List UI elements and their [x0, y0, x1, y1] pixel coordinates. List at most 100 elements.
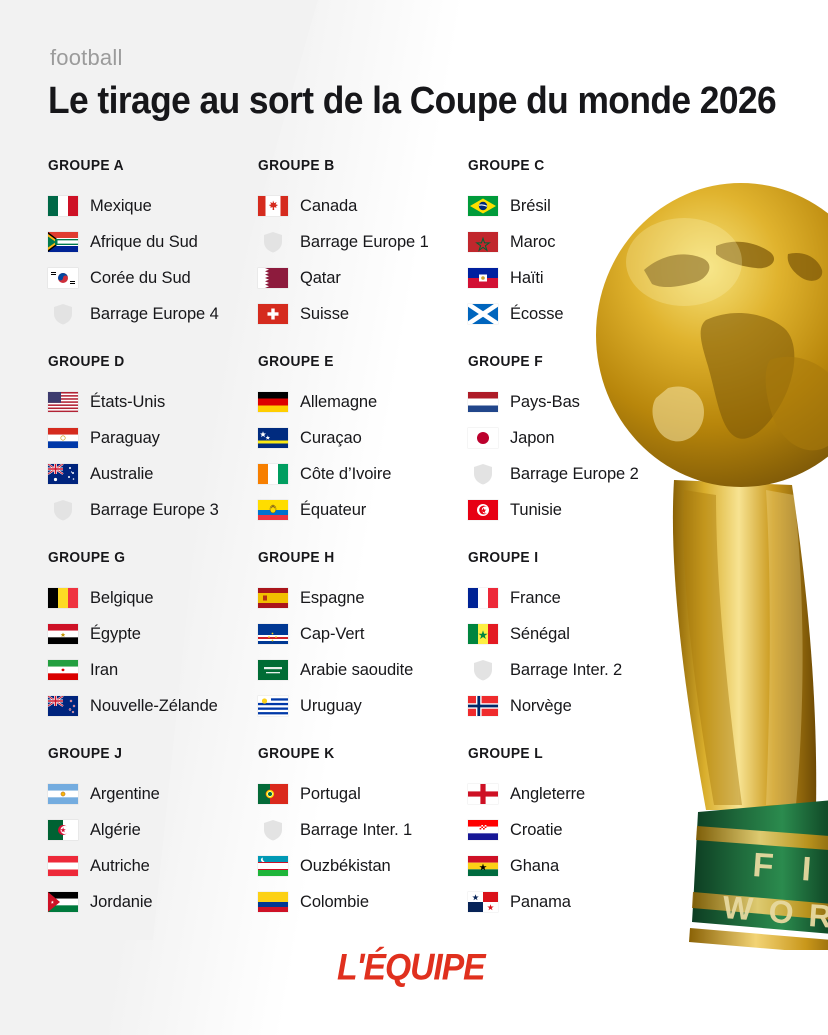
team-name: Barrage Europe 3 — [90, 500, 219, 519]
team-name: Ghana — [510, 856, 560, 875]
norway-flag — [468, 696, 498, 717]
group-title: GROUPE F — [468, 354, 543, 370]
group-block: GROUPE I France Sénégal Barrage Inter. 2 Nor… — [468, 550, 698, 746]
uruguay-flag — [258, 696, 288, 717]
team-row: Mexique — [48, 188, 258, 224]
team-name: Cap-Vert — [300, 624, 365, 643]
south-africa-flag — [48, 232, 78, 253]
japan-flag — [468, 428, 498, 449]
mexico-flag — [48, 196, 78, 217]
team-name: Arabie saoudite — [300, 660, 414, 679]
team-name: Barrage Inter. 1 — [300, 820, 413, 839]
group-block: GROUPE J Argentine Algérie Autriche Jordanie — [48, 746, 258, 942]
team-name: Corée du Sud — [90, 268, 191, 287]
team-name: Australie — [90, 464, 154, 483]
team-row: Pays-Bas — [468, 384, 698, 420]
team-row: Iran — [48, 652, 258, 688]
team-name: Norvège — [510, 696, 572, 715]
group-block: GROUPE B Canada Barrage Europe 1 Qatar Suiss… — [258, 158, 468, 354]
team-row: Japon — [468, 420, 698, 456]
team-name: Équateur — [300, 500, 367, 519]
group-title: GROUPE L — [468, 746, 543, 762]
paraguay-flag — [48, 428, 78, 449]
team-name: Panama — [510, 892, 571, 911]
team-row: Maroc — [468, 224, 698, 260]
team-name: Jordanie — [90, 892, 153, 911]
curacao-flag — [258, 428, 288, 449]
colombia-flag — [258, 892, 288, 913]
group-block: GROUPE L Angleterre Croatie Ghana Panama — [468, 746, 698, 942]
team-name: Iran — [90, 660, 119, 679]
placeholder-shield-icon — [48, 500, 78, 521]
team-name: Côte d’Ivoire — [300, 464, 392, 483]
team-name: Sénégal — [510, 624, 570, 643]
team-row: Afrique du Sud — [48, 224, 258, 260]
group-title: GROUPE H — [258, 550, 335, 566]
team-row: Côte d’Ivoire — [258, 456, 468, 492]
canada-flag — [258, 196, 288, 217]
kicker-label: football — [50, 45, 123, 70]
team-row: Barrage Inter. 2 — [468, 652, 698, 688]
portugal-flag — [258, 784, 288, 805]
egypt-flag — [48, 624, 78, 645]
group-title: GROUPE D — [48, 354, 125, 370]
team-name: Barrage Inter. 2 — [510, 660, 623, 679]
group-block: GROUPE D États-Unis Paraguay Australie Barra… — [48, 354, 258, 550]
team-row: Autriche — [48, 848, 258, 884]
team-row: Paraguay — [48, 420, 258, 456]
team-row: Curaçao — [258, 420, 468, 456]
team-row: Égypte — [48, 616, 258, 652]
croatia-flag — [468, 820, 498, 841]
team-name: Maroc — [510, 232, 556, 251]
ivory-coast-flag — [258, 464, 288, 485]
team-row: Barrage Europe 3 — [48, 492, 258, 528]
group-block: GROUPE E Allemagne Curaçao Côte d’Ivoire Équ… — [258, 354, 468, 550]
team-name: Allemagne — [300, 392, 378, 411]
new-zealand-flag — [48, 696, 78, 717]
page-title: Le tirage au sort de la Coupe du monde 2… — [48, 80, 777, 122]
team-row: Qatar — [258, 260, 468, 296]
team-row: Sénégal — [468, 616, 698, 652]
netherlands-flag — [468, 392, 498, 413]
usa-flag — [48, 392, 78, 413]
team-name: Afrique du Sud — [90, 232, 198, 251]
haiti-flag — [468, 268, 498, 289]
group-block: GROUPE F Pays-Bas Japon Barrage Europe 2 Tun… — [468, 354, 698, 550]
team-name: Angleterre — [510, 784, 586, 803]
placeholder-shield-icon — [468, 660, 498, 681]
team-name: Colombie — [300, 892, 369, 911]
switzerland-flag — [258, 304, 288, 325]
team-row: Canada — [258, 188, 468, 224]
team-name: Espagne — [300, 588, 365, 607]
germany-flag — [258, 392, 288, 413]
team-row: Portugal — [258, 776, 468, 812]
placeholder-shield-icon — [468, 464, 498, 485]
team-name: Croatie — [510, 820, 563, 839]
argentina-flag — [48, 784, 78, 805]
group-block: GROUPE K Portugal Barrage Inter. 1 Ouzbékis… — [258, 746, 468, 942]
team-name: Canada — [300, 196, 358, 215]
team-row: Algérie — [48, 812, 258, 848]
group-title: GROUPE E — [258, 354, 334, 370]
team-row: Ouzbékistan — [258, 848, 468, 884]
group-block: GROUPE C Brésil Maroc Haïti Écosse — [468, 158, 698, 354]
group-block: GROUPE H Espagne Cap-Vert Arabie saoudite Ur… — [258, 550, 468, 746]
qatar-flag — [258, 268, 288, 289]
iran-flag — [48, 660, 78, 681]
team-name: Barrage Europe 2 — [510, 464, 639, 483]
team-name: Égypte — [90, 624, 141, 643]
group-block: GROUPE G Belgique Égypte Iran Nouvelle-Zélan… — [48, 550, 258, 746]
ecuador-flag — [258, 500, 288, 521]
team-name: Tunisie — [510, 500, 562, 519]
spain-flag — [258, 588, 288, 609]
team-row: Ghana — [468, 848, 698, 884]
group-title: GROUPE K — [258, 746, 335, 762]
team-name: Japon — [510, 428, 555, 447]
team-row: Jordanie — [48, 884, 258, 920]
team-row: Suisse — [258, 296, 468, 332]
team-row: Allemagne — [258, 384, 468, 420]
panama-flag — [468, 892, 498, 913]
team-row: Corée du Sud — [48, 260, 258, 296]
team-name: Brésil — [510, 196, 551, 215]
